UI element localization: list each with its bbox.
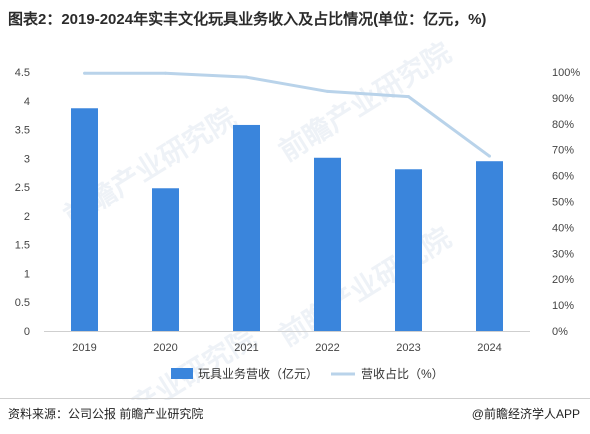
chart-title: 图表2：2019-2024年实丰文化玩具业务收入及占比情况(单位：亿元，%) bbox=[8, 11, 487, 28]
right-tick-label: 10% bbox=[552, 300, 574, 312]
line-path bbox=[84, 71, 491, 158]
left-tick-label: 4.5 bbox=[15, 67, 30, 79]
right-tick-label: 20% bbox=[552, 274, 574, 286]
footer: 资料来源：公司公报 前瞻产业研究院 @前瞻经济学人APP bbox=[0, 403, 590, 423]
right-tick-label: 60% bbox=[552, 171, 574, 183]
left-tick-label: 2.5 bbox=[15, 182, 30, 194]
line-point-2020 bbox=[164, 71, 167, 75]
x-tick-label: 2019 bbox=[72, 342, 96, 354]
left-tick-label: 0 bbox=[24, 326, 30, 338]
x-tick-label: 2021 bbox=[234, 342, 258, 354]
line-point-2022 bbox=[326, 89, 329, 93]
bar-series bbox=[71, 108, 503, 331]
bar-2023 bbox=[395, 169, 422, 331]
legend: 玩具业务营收（亿元） 营收占比（%） bbox=[171, 366, 444, 381]
line-point-2023 bbox=[407, 95, 410, 99]
source-note: 资料来源：公司公报 前瞻产业研究院 bbox=[8, 407, 204, 421]
bar-2022 bbox=[314, 157, 341, 331]
right-tick-label: 50% bbox=[552, 197, 574, 209]
bar-2021 bbox=[233, 124, 260, 331]
left-tick-label: 1.5 bbox=[15, 240, 30, 252]
left-axis-ticks: 0 0.5 1 1.5 2 2.5 3 3.5 4 4.5 bbox=[15, 67, 30, 338]
left-tick-label: 1 bbox=[24, 268, 30, 280]
x-tick-label: 2022 bbox=[315, 342, 339, 354]
legend-swatch-bar bbox=[171, 368, 193, 379]
watermark-text: 前瞻产业研究院 bbox=[273, 221, 457, 353]
right-tick-label: 80% bbox=[552, 119, 574, 131]
x-axis-labels: 2019 2020 2021 2022 2023 2024 bbox=[72, 342, 501, 354]
line-point-2019 bbox=[83, 71, 86, 75]
bar-2019 bbox=[71, 108, 98, 331]
left-tick-label: 2 bbox=[24, 211, 30, 223]
left-tick-label: 3 bbox=[24, 153, 30, 165]
right-tick-label: 70% bbox=[552, 145, 574, 157]
x-tick-label: 2024 bbox=[477, 342, 501, 354]
footer-divider bbox=[0, 398, 590, 399]
left-tick-label: 0.5 bbox=[15, 297, 30, 309]
bar-2020 bbox=[152, 188, 179, 331]
right-tick-label: 90% bbox=[552, 93, 574, 105]
right-tick-label: 40% bbox=[552, 222, 574, 234]
legend-label-bar: 玩具业务营收（亿元） bbox=[198, 366, 318, 381]
legend-label-line: 营收占比（%） bbox=[361, 366, 444, 381]
bar-2024 bbox=[476, 161, 503, 331]
line-point-2021 bbox=[245, 75, 248, 79]
left-tick-label: 4 bbox=[24, 96, 30, 108]
x-tick-label: 2020 bbox=[153, 342, 177, 354]
watermark-text: 前瞻产业研究院 bbox=[78, 321, 262, 400]
line-point-2024 bbox=[488, 154, 491, 158]
right-axis-ticks: 0% 10% 20% 30% 40% 50% 60% 70% 80% 90% 100% bbox=[552, 67, 580, 338]
right-tick-label: 0% bbox=[552, 326, 568, 338]
brand-credit: @前瞻经济学人APP bbox=[471, 407, 580, 421]
left-tick-label: 3.5 bbox=[15, 125, 30, 137]
line-series bbox=[83, 71, 491, 158]
x-tick-label: 2023 bbox=[396, 342, 420, 354]
right-tick-label: 100% bbox=[552, 67, 580, 79]
right-tick-label: 30% bbox=[552, 248, 574, 260]
watermark-text: 前瞻产业研究院 bbox=[273, 36, 457, 168]
